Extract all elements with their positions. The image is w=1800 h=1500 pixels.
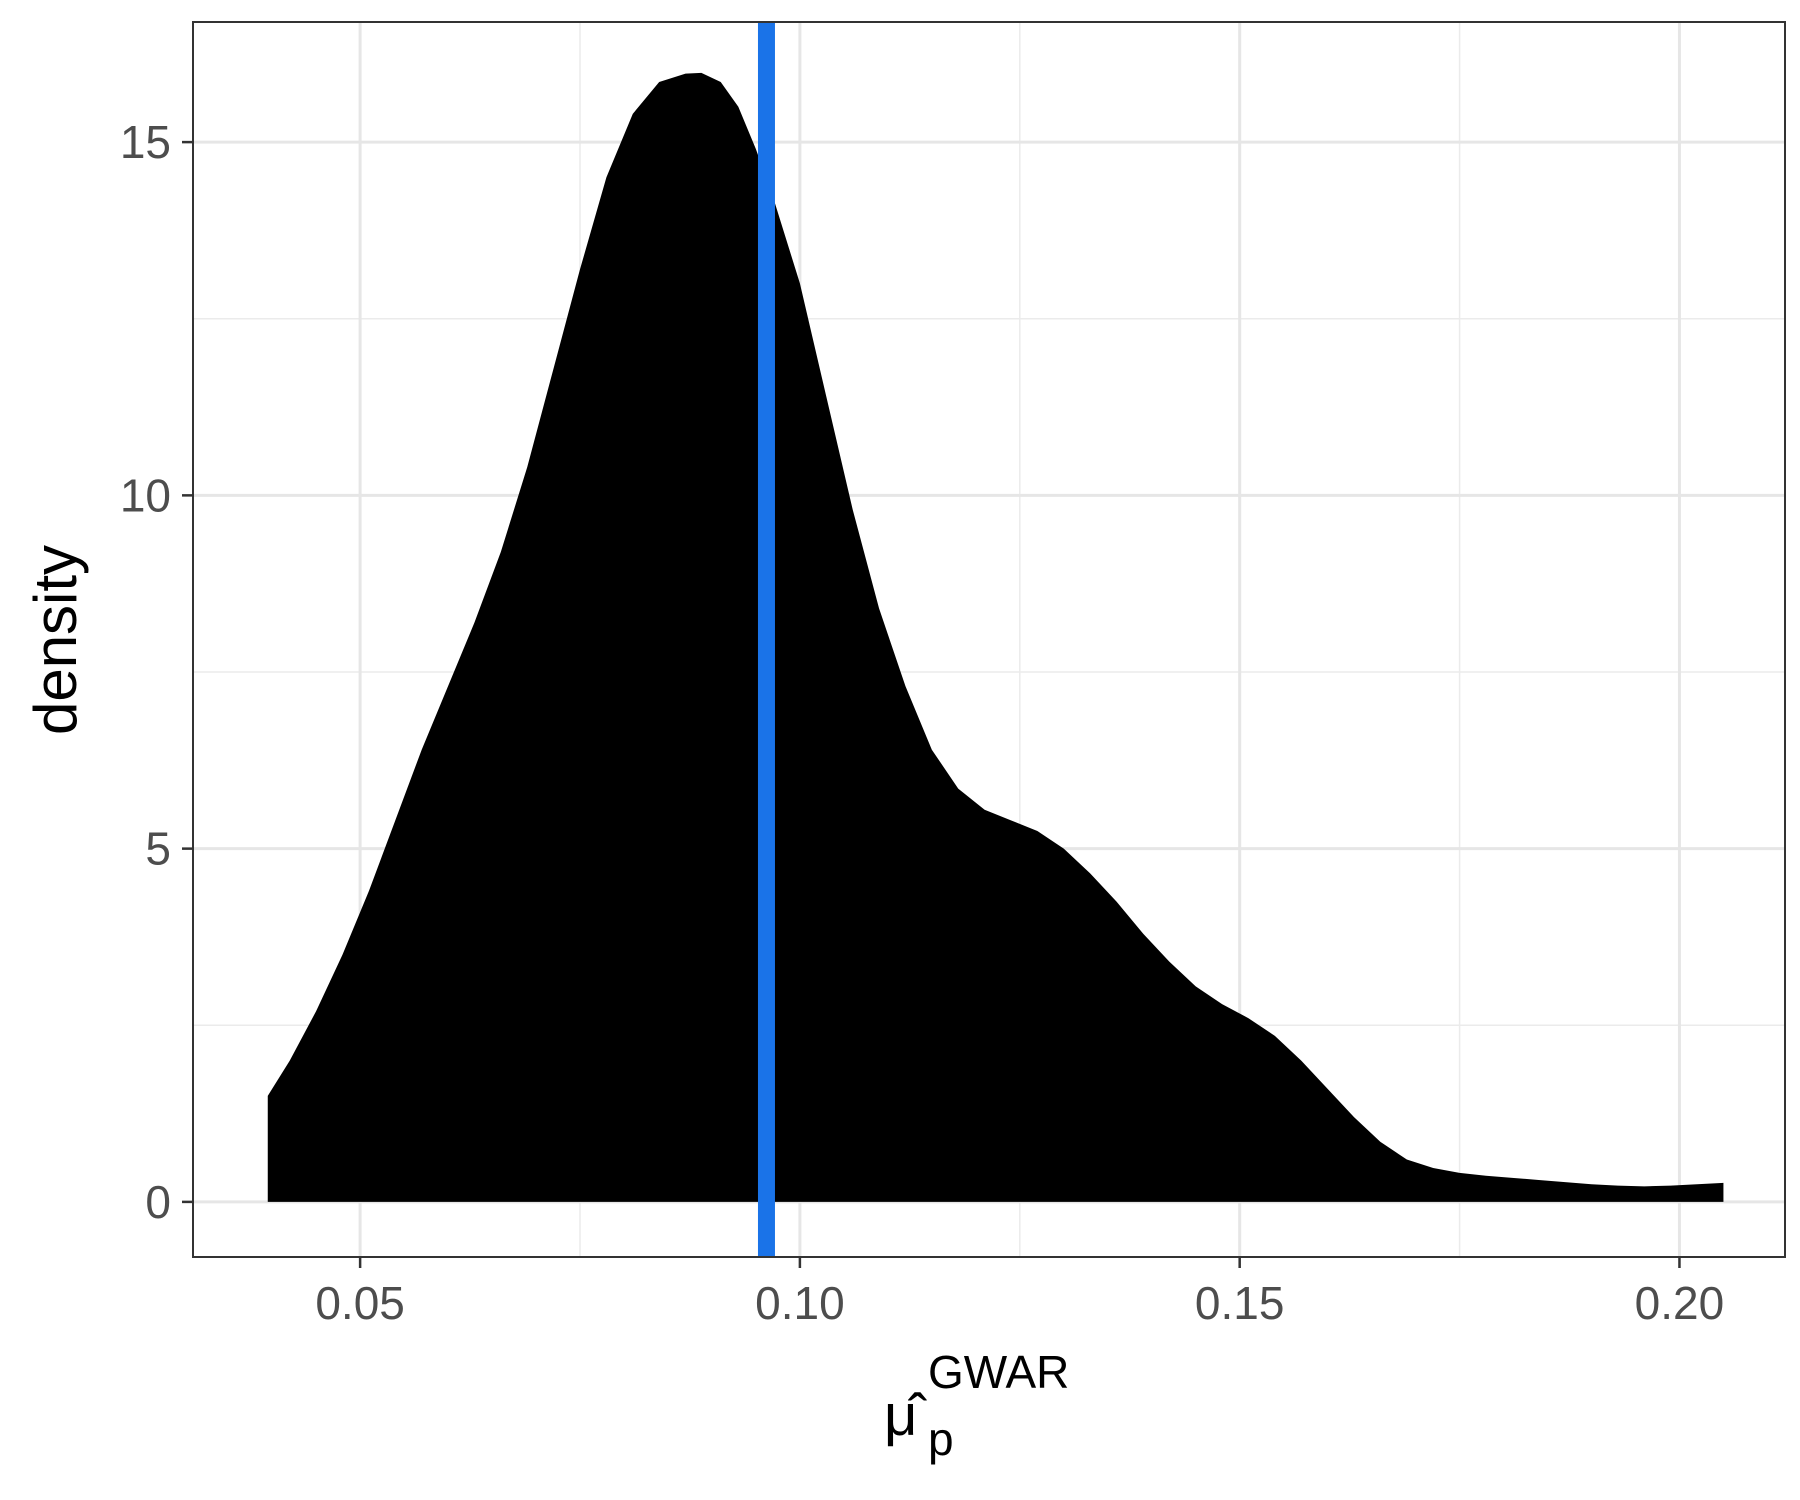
x-axis-title-subscript: p xyxy=(928,1413,954,1465)
y-tick-label: 10 xyxy=(120,469,171,521)
y-tick-label: 0 xyxy=(145,1176,171,1228)
x-tick-label: 0.15 xyxy=(1195,1277,1285,1329)
x-tick-label: 0.05 xyxy=(315,1277,405,1329)
y-tick-label: 15 xyxy=(120,116,171,168)
y-axis-title: density xyxy=(22,545,89,735)
y-tick-label: 5 xyxy=(145,823,171,875)
y-axis: 0 5 10 15 xyxy=(120,116,193,1228)
density-area xyxy=(267,72,1724,1202)
x-axis-title-superscript: GWAR xyxy=(928,1346,1069,1398)
plot-panel-border xyxy=(192,21,1786,1258)
x-axis: 0.05 0.10 0.15 0.20 xyxy=(315,1257,1724,1329)
x-tick-label: 0.20 xyxy=(1635,1277,1725,1329)
x-tick-label: 0.10 xyxy=(755,1277,845,1329)
x-axis-title-base: μ̂ xyxy=(884,1383,927,1448)
x-axis-title: μ̂ p GWAR xyxy=(884,1346,1069,1465)
